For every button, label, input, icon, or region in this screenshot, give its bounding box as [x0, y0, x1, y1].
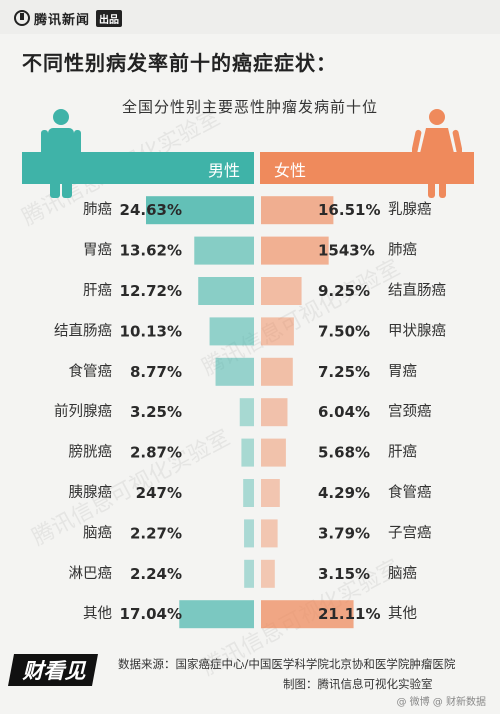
female-value-label: 1543% [318, 242, 375, 260]
male-category-label: 肺癌 [83, 201, 112, 218]
female-header: 女性 [260, 152, 474, 184]
male-header: 男性 [22, 152, 254, 184]
female-category-label: 肺癌 [388, 242, 417, 259]
female-bar [261, 479, 280, 507]
female-value-label: 6.04% [318, 403, 370, 421]
male-value-label: 2.24% [130, 565, 182, 583]
male-bar [146, 196, 254, 225]
brand-badge: 出品 [96, 9, 123, 27]
data-source: 数据来源：国家癌症中心/中国医学科学院北京协和医学院肿瘤医院 [118, 657, 456, 671]
female-value-label: 7.50% [318, 322, 370, 340]
male-value-label: 10.13% [120, 322, 182, 340]
brand-name: 腾讯新闻 [34, 12, 91, 28]
male-value-label: 24.63% [120, 201, 182, 219]
female-value-label: 21.11% [318, 605, 380, 623]
weibo-watermark: @ 微博 @ 财新数据 [396, 697, 486, 708]
chart-title: 全国分性别主要恶性肿瘤发病前十位 [121, 98, 378, 116]
top-bar: 腾讯新闻 出品 [0, 0, 500, 34]
male-bar [209, 317, 254, 346]
male-bar [179, 600, 254, 629]
logo-text: 财看见 [22, 659, 87, 683]
male-value-label: 8.77% [130, 363, 182, 381]
male-value-label: 13.62% [120, 242, 182, 260]
female-value-label: 16.51% [318, 201, 380, 219]
male-bar [241, 438, 254, 467]
male-value-label: 2.27% [130, 524, 182, 542]
female-bar [261, 559, 275, 588]
female-value-label: 5.68% [318, 444, 370, 462]
male-category-label: 前列腺癌 [54, 403, 112, 420]
female-bar [261, 438, 286, 467]
male-category-label: 肝癌 [83, 282, 112, 299]
male-bar [215, 357, 254, 386]
female-value-label: 3.15% [318, 565, 370, 583]
male-bar [244, 519, 254, 548]
female-bar [261, 519, 278, 548]
male-bar [239, 398, 254, 427]
female-category-label: 甲状腺癌 [388, 322, 446, 339]
male-value-label: 12.72% [120, 282, 182, 300]
male-category-label: 淋巴癌 [69, 565, 113, 582]
male-category-label: 脑癌 [83, 524, 112, 541]
female-category-label: 结直肠癌 [388, 282, 446, 299]
male-value-label: 3.25% [130, 403, 182, 421]
female-category-label: 乳腺癌 [388, 201, 432, 218]
brand-logo-icon [14, 10, 30, 26]
male-category-label: 食管癌 [69, 363, 113, 380]
female-category-label: 其他 [388, 605, 417, 622]
male-category-label: 结直肠癌 [54, 322, 112, 339]
male-category-label: 胰腺癌 [69, 484, 113, 501]
chart-credit: 制图：腾讯信息可视化实验室 [283, 677, 433, 691]
male-series-label: 男性 [207, 161, 240, 180]
female-value-label: 4.29% [318, 484, 370, 502]
female-bar [261, 357, 293, 386]
female-category-label: 食管癌 [388, 484, 432, 501]
male-category-label: 胃癌 [83, 242, 112, 259]
female-bar [261, 196, 334, 225]
female-bar [261, 600, 354, 629]
female-bar [261, 236, 329, 265]
male-bar [194, 236, 254, 265]
male-bar [243, 479, 254, 507]
male-value-label: 17.04% [120, 605, 182, 623]
female-value-label: 3.79% [318, 524, 370, 542]
female-bar [261, 277, 302, 305]
female-category-label: 宫颈癌 [388, 403, 432, 420]
female-bar [261, 317, 294, 346]
female-series-label: 女性 [274, 161, 307, 180]
female-value-label: 7.25% [318, 363, 370, 381]
brand: 腾讯新闻 出品 [14, 8, 123, 28]
male-value-label: 247% [136, 484, 182, 502]
male-category-label: 其他 [83, 605, 112, 622]
female-category-label: 肝癌 [388, 444, 417, 461]
male-bar [198, 277, 254, 305]
female-category-label: 脑癌 [388, 565, 417, 582]
female-value-label: 9.25% [318, 282, 370, 300]
male-value-label: 2.87% [130, 444, 182, 462]
caikanjian-logo: 财看见 [8, 654, 98, 686]
female-category-label: 胃癌 [388, 363, 417, 380]
female-category-label: 子宫癌 [388, 524, 432, 541]
male-category-label: 膀胱癌 [69, 444, 113, 461]
female-bar [261, 398, 288, 427]
page-title: 不同性别病发率前十的癌症症状： [22, 51, 337, 75]
male-bar [244, 559, 254, 588]
